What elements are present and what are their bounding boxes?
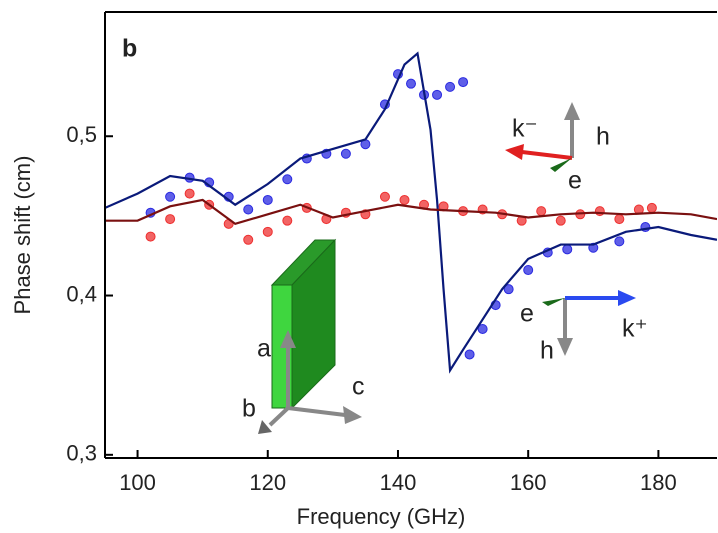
annotation: h [540, 337, 554, 365]
data-point [262, 226, 273, 237]
annotation: k⁻ [512, 115, 538, 143]
data-point [614, 214, 625, 225]
data-point [145, 231, 156, 242]
data-point [445, 81, 456, 92]
y-axis-label: Phase shift (cm) [10, 156, 35, 315]
data-point [340, 148, 351, 159]
fit-line [105, 198, 717, 226]
k-plus-arrows [542, 290, 636, 356]
crystal-illustration [258, 238, 362, 434]
x-tick-label: 140 [380, 470, 417, 495]
data-point [562, 244, 573, 255]
data-point [406, 78, 416, 89]
data-point [282, 215, 293, 226]
data-point [555, 215, 566, 226]
annotation: h [596, 123, 610, 151]
plot-area [105, 51, 717, 374]
data-point [477, 323, 488, 334]
data-point [243, 204, 254, 215]
annotation: b [122, 35, 137, 63]
data-point [464, 349, 475, 360]
data-point [282, 174, 293, 185]
x-tick-label: 120 [249, 470, 286, 495]
data-point [165, 214, 176, 225]
data-point [184, 188, 195, 199]
x-tick-label: 160 [510, 470, 547, 495]
fit-line [105, 51, 717, 374]
annotation: b [242, 395, 256, 423]
x-axis-label: Frequency (GHz) [297, 504, 466, 529]
x-tick-label: 100 [119, 470, 156, 495]
data-point [399, 194, 410, 205]
data-point [243, 234, 254, 245]
y-tick-label: 0,3 [66, 441, 97, 466]
data-point [262, 194, 273, 205]
annotation: a [257, 335, 271, 363]
data-point [503, 284, 514, 295]
data-point [536, 206, 547, 217]
data-point [458, 77, 469, 88]
data-point [523, 265, 534, 276]
k-minus-arrows [505, 102, 580, 172]
data-point [379, 191, 390, 202]
annotation: c [352, 373, 365, 401]
annotation: e [520, 300, 534, 328]
y-tick-label: 0,4 [66, 281, 97, 306]
y-tick-label: 0,5 [66, 122, 97, 147]
data-point [614, 236, 625, 247]
annotation: k⁺ [622, 315, 648, 343]
data-point [432, 89, 443, 100]
x-tick-label: 180 [640, 470, 677, 495]
data-point [165, 191, 176, 202]
data-point [646, 202, 657, 213]
annotation: e [568, 167, 582, 195]
